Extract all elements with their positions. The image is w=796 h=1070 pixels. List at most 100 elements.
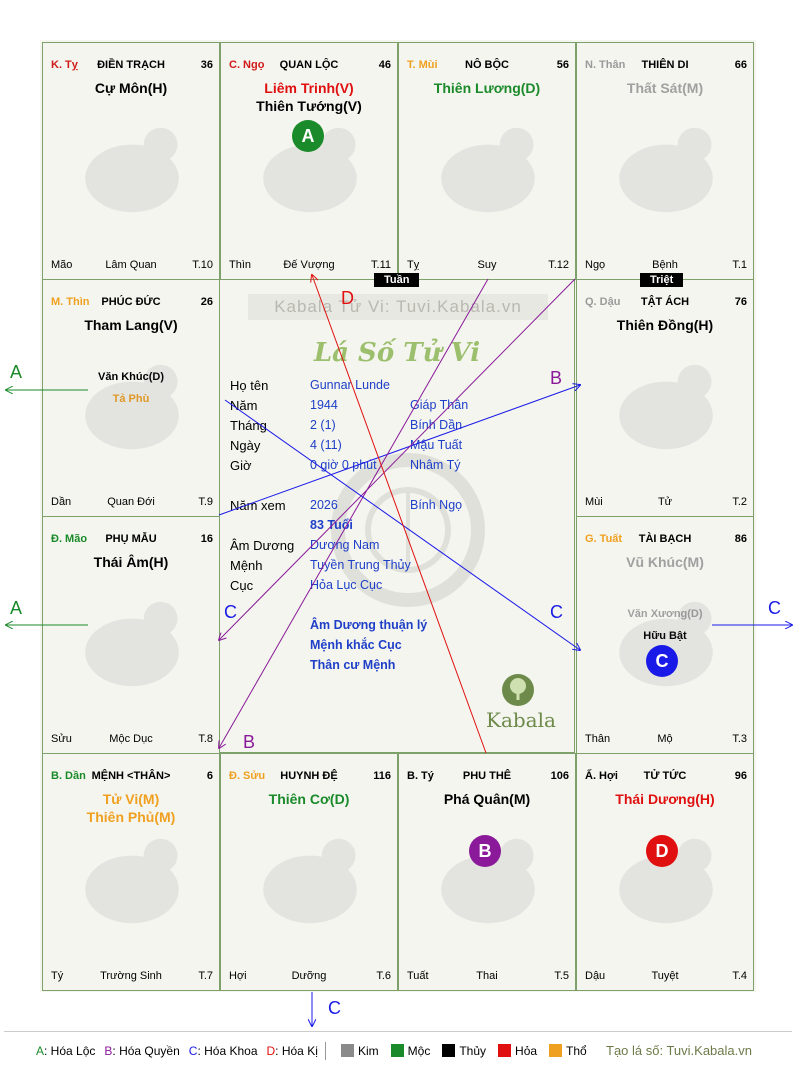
thang-label: Tháng (230, 418, 267, 433)
hoa-badge-d: D (646, 835, 678, 867)
zodiac-animal-icon (441, 838, 535, 924)
am-duong-label: Âm Dương (230, 538, 295, 553)
palace-quan-l-c: C. Ngọ QUAN LỘC 46 Liêm Trinh(V) Thiên Tướng… (220, 42, 398, 280)
ngay-value: 4 (11) (310, 438, 342, 452)
main-star: Thiên Cơ(D) (268, 791, 350, 807)
main-star: Liêm Trinh(V) (264, 80, 354, 96)
palace-name: THIÊN DI (641, 59, 689, 71)
zodiac-animal-icon (619, 127, 713, 213)
palace-can-chi: B. Tý (407, 770, 434, 782)
minor-star: Hữu Bật (577, 625, 753, 647)
palace-phu-th-: B. Tý PHU THÊ 106 Phá Quân(M) Tuất Thai T.5 (398, 753, 576, 991)
legend-desc: : Hóa Lộc (44, 1044, 96, 1058)
palace-month: T.11 (371, 259, 391, 271)
legend-key-b: B (104, 1044, 113, 1058)
palace-thi-n-di: N. Thân THIÊN DI 66 Thất Sát(M) Ngọ Bệnh T.1 (576, 42, 754, 280)
palace-age: 56 (556, 59, 569, 71)
minor-stars: Văn Khúc(D) Tả Phù (43, 366, 219, 410)
palace-name: ĐIỀN TRẠCH (97, 59, 165, 71)
main-star: Thiên Tướng(V) (256, 98, 362, 114)
center-info-panel: Kabala Tử Vi: Tuvi.Kabala.vn Lá Số Tử Vi… (219, 279, 575, 753)
palace-month: T.7 (198, 970, 213, 982)
main-star: Thái Âm(H) (93, 554, 169, 570)
palace-ph-m-u: Đ. Mão PHỤ MẪU 16 Thái Âm(H) Sửu Mộc Dục T.8 (42, 516, 220, 754)
palace-branch: Mão (51, 259, 73, 271)
thang-value: 2 (1) (310, 418, 336, 432)
main-star: Thái Dương(H) (615, 791, 715, 807)
palace--i-n-tr-ch: K. Tỵ ĐIỀN TRẠCH 36 Cự Môn(H) Mão Lâm Quan T.1… (42, 42, 220, 280)
main-stars: Vũ Khúc(M) (577, 553, 753, 571)
palace-can-chi: G. Tuất (585, 533, 623, 545)
gio-value: 0 giờ 0 phút (310, 458, 377, 472)
palace-age: 26 (200, 296, 213, 308)
palace-ph-c-c: M. Thìn PHÚC ĐỨC 26 Tham Lang(V) Văn Khúc(D)… (42, 279, 220, 517)
palace-t-i-b-ch: G. Tuất TÀI BẠCH 86 Vũ Khúc(M) Văn Xương(D) H… (576, 516, 754, 754)
palace-branch: Tý (51, 970, 64, 982)
arrow-label-b-2: B (243, 732, 256, 752)
cuc-label: Cục (230, 578, 254, 593)
arrow-label-c-3: C (768, 598, 781, 618)
arrow-label-a-1: A (10, 362, 23, 382)
palace-branch: Dần (51, 496, 72, 508)
watermark: Kabala Tử Vi: Tuvi.Kabala.vn (248, 294, 548, 320)
element-swatch (390, 1044, 404, 1057)
palace-month: T.10 (192, 259, 213, 271)
hoa-badge-c: C (646, 645, 678, 677)
palace-n-b-c: T. Mùi NÔ BỘC 56 Thiên Lương(D) Tỵ Suy T.12 (398, 42, 576, 280)
palace-month: T.3 (732, 733, 747, 745)
palace-t-t-c: Ấ. Hợi TỬ TỨC 96 Thái Dương(H) Dậu Tuyệt T.4 (576, 753, 754, 991)
palace-month: T.4 (732, 970, 747, 982)
palace-age: 16 (200, 533, 213, 545)
palace-branch: Tuất (407, 970, 429, 982)
main-stars: Phá Quân(M) (399, 790, 575, 808)
element-label: Kim (358, 1044, 379, 1058)
palace-name: NÔ BỘC (465, 59, 509, 71)
ho-ten-label: Họ tên (230, 378, 269, 393)
palace-age: 116 (373, 770, 391, 782)
palace-can-chi: C. Ngọ (229, 59, 265, 71)
arrow-d (312, 275, 487, 754)
minor-star: Văn Xương(D) (627, 608, 703, 620)
palace-cycle: Mộ (657, 733, 673, 745)
main-star: Phá Quân(M) (443, 791, 531, 807)
minor-stars: Văn Xương(D) Hữu Bật (577, 603, 753, 647)
zodiac-animal-icon (263, 838, 357, 924)
main-stars: Thái Dương(H) (577, 790, 753, 808)
palace-age: 96 (734, 770, 747, 782)
palace-can-chi: T. Mùi (407, 59, 438, 71)
menh-label: Mệnh (230, 558, 263, 573)
hoa-badge-a: A (292, 120, 324, 152)
arrow-label-b-1: B (550, 368, 563, 388)
palace-branch: Hợi (229, 970, 247, 982)
palace-can-chi: M. Thìn (51, 296, 90, 308)
zodiac-animal-icon (263, 127, 357, 213)
script-title: Lá Số Tử Vi (313, 338, 481, 368)
palace-name: QUAN LỘC (279, 59, 339, 71)
hoa-badge-b: B (469, 835, 501, 867)
palace-cycle: Thai (476, 970, 498, 982)
palace-can-chi: Đ. Mão (51, 533, 88, 545)
element-swatch (549, 1044, 563, 1057)
palace-cycle: Trường Sinh (100, 970, 162, 982)
palace-month: T.12 (548, 259, 569, 271)
palace-cycle: Lâm Quan (105, 259, 157, 271)
element-label: Hỏa (515, 1044, 538, 1058)
tuoi-value: 83 Tuổi (310, 518, 353, 532)
palace-name: MỆNH <THÂN> (91, 770, 171, 782)
element-label: Mộc (407, 1044, 431, 1058)
palace-can-chi: Đ. Sửu (229, 770, 266, 782)
main-stars: Thái Âm(H) (43, 553, 219, 571)
palace-branch: Ngọ (585, 259, 606, 271)
main-star: Vũ Khúc(M) (626, 554, 704, 570)
kabala-logo-text: Kabala (486, 708, 556, 732)
element-label: Thổ (566, 1044, 587, 1058)
main-stars: Cự Môn(H) (43, 79, 219, 97)
main-star: Tham Lang(V) (84, 317, 178, 333)
main-star: Thiên Đồng(H) (616, 317, 714, 333)
palace-can-chi: K. Tỵ (51, 59, 78, 71)
legend-separator (325, 1042, 326, 1060)
palace-branch: Thìn (229, 259, 252, 271)
arrow-label-c-2: C (550, 602, 563, 622)
palace-cycle: Quan Đới (107, 496, 155, 508)
